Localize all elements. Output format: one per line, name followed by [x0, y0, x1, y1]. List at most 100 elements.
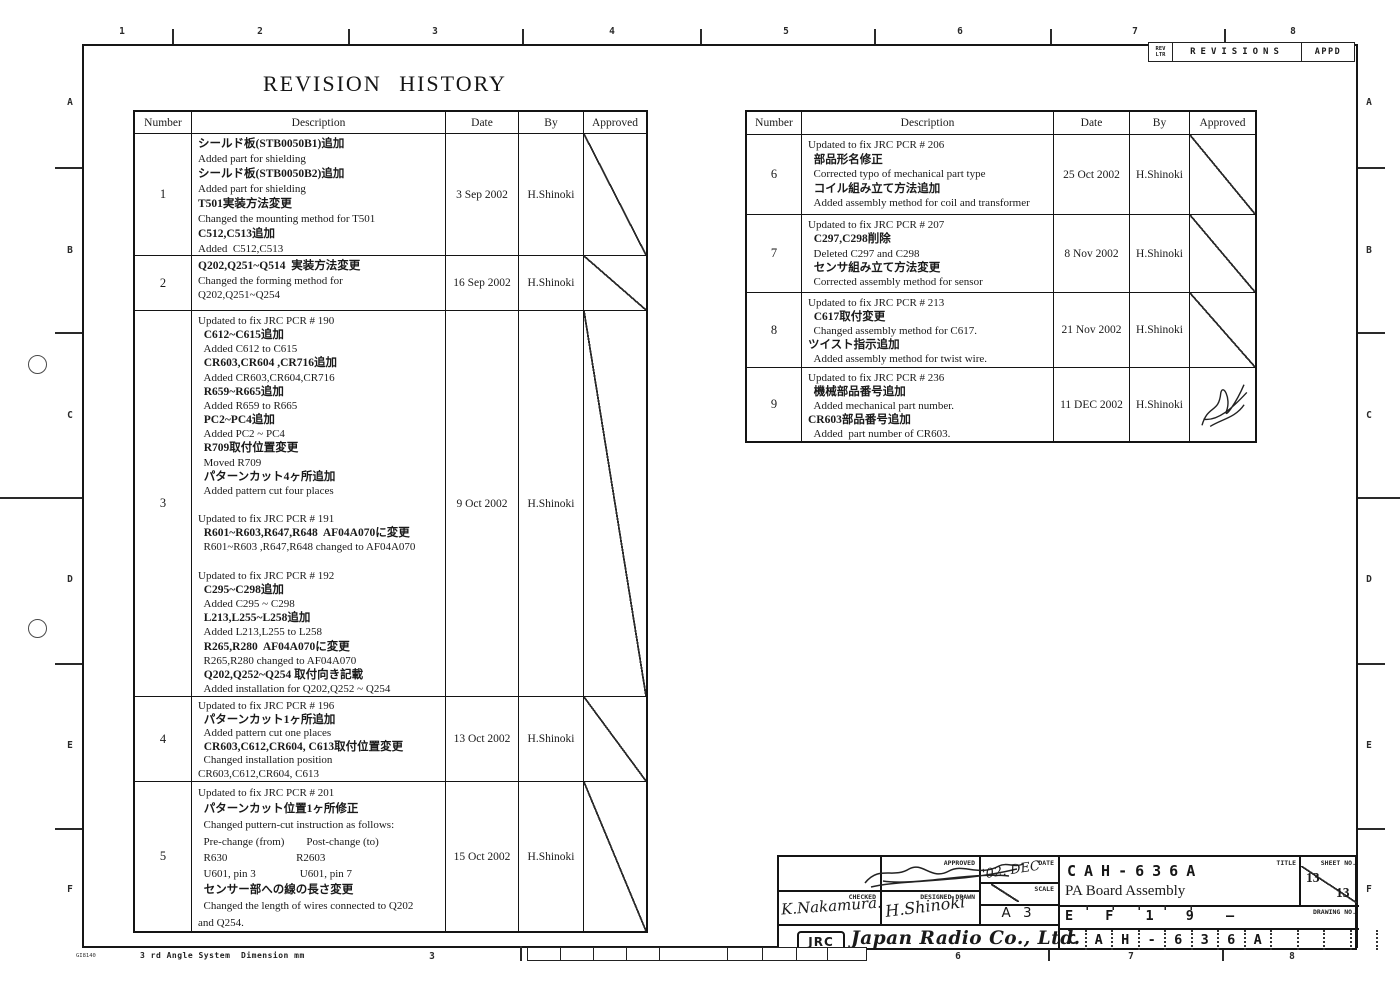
zone-tick — [1358, 167, 1385, 169]
description-line: R630 R2603 — [198, 851, 326, 864]
description-line: and Q254. — [198, 916, 244, 929]
description-line: 機械部品番号追加 — [808, 386, 906, 398]
drawing-number-char: 6 — [1219, 930, 1246, 950]
description-line: C617取付変更 — [808, 311, 886, 323]
description-line: Changed the forming method for — [198, 274, 343, 287]
description-line: R659~R665追加 — [198, 385, 284, 398]
zone-letter-right: C — [1366, 410, 1372, 421]
description-line: R601~R603 ,R647,R648 changed to AF04A070 — [198, 541, 416, 554]
punch-hole — [28, 355, 47, 374]
zone-tick — [1358, 663, 1385, 665]
description-line: Deleted C297 and C298 — [808, 247, 920, 260]
description-line: Added R659 to R665 — [198, 399, 298, 412]
date-cell: 9 Oct 2002 — [446, 311, 519, 696]
revision-number-cell: 2 — [135, 256, 192, 310]
column-header: Approved — [1199, 117, 1246, 129]
description-line: パターンカット4ヶ所追加 — [198, 470, 336, 483]
approved-signature — [864, 863, 1024, 888]
description-line: Added pattern cut four places — [198, 484, 334, 497]
description-line: PC2~PC4追加 — [198, 414, 275, 427]
zone-number-top: 7 — [1132, 26, 1138, 37]
zone-tick — [1222, 946, 1224, 961]
revision-number-cell: 4 — [135, 697, 192, 781]
drawing-number-char: - — [1140, 930, 1166, 950]
zone-letter-right: D — [1366, 574, 1372, 585]
description-line: Q202,Q251~Q254 — [198, 289, 281, 301]
approved-signature — [1200, 383, 1247, 427]
divider — [1058, 905, 1359, 907]
divider — [979, 882, 1058, 884]
date-cell: 25 Oct 2002 — [1054, 135, 1130, 214]
divider — [779, 924, 1058, 926]
zone-letter-left: B — [67, 245, 73, 256]
revision-row: 5 Updated to fix JRC PCR # 201 パターンカット位置1… — [135, 781, 646, 931]
by-cell: H.Shinoki — [519, 311, 584, 696]
date-cell: 8 Nov 2002 — [1054, 215, 1130, 292]
description-line: Added CR603,CR604,CR716 — [198, 371, 335, 384]
description-line: C295~C298追加 — [198, 583, 284, 596]
approved-label: APPROVED — [943, 859, 975, 867]
zone-tick — [1050, 29, 1052, 44]
description-line: Added assembly method for coil and trans… — [808, 197, 1030, 209]
description-line: Added C512,C513 — [198, 243, 284, 255]
zone-number-bottom: 6 — [955, 951, 961, 962]
sheet-no-label: SHEET NO. — [1320, 859, 1356, 867]
date-cell: 3 Sep 2002 — [446, 134, 519, 255]
description-line: Q202,Q251~Q514 実装方法変更 — [198, 260, 361, 272]
drawing-number-char — [1299, 930, 1325, 950]
date-cell: 21 Nov 2002 — [1054, 293, 1130, 367]
scale-slash — [991, 884, 1019, 902]
zone-letter-right: A — [1366, 97, 1372, 108]
revision-row: 6 Updated to fix JRC PCR # 206 部品形名修正 Cor… — [747, 134, 1255, 214]
zone-letter-left: C — [67, 410, 73, 421]
divider — [979, 857, 981, 924]
by-cell: H.Shinoki — [1130, 368, 1190, 441]
date-cell: 13 Oct 2002 — [446, 697, 519, 781]
revision-row: 1 シールド板(STB0050B1)追加 Added part for shield… — [135, 133, 646, 255]
fold-mark-cell — [594, 948, 627, 960]
approved-cell — [1190, 368, 1255, 441]
description-line: Corrected typo of mechanical part type — [808, 168, 986, 180]
company-name: Japan Radio Co., Ltd. — [851, 928, 1081, 949]
column-header: Description — [192, 112, 446, 133]
zone-number-bottom: 3 — [429, 951, 435, 962]
description-cell: Updated to fix JRC PCR # 207 C297,C298削除… — [802, 215, 1054, 292]
drawing-number-char: C — [1060, 930, 1087, 950]
by-cell: H.Shinoki — [1130, 215, 1190, 292]
revision-row: 9 Updated to fix JRC PCR # 236 機械部品番号追加 A… — [747, 367, 1255, 441]
description-line: Changed installation position — [198, 754, 333, 766]
description-line: C612~C615追加 — [198, 329, 284, 342]
drawing-number-char: 6 — [1166, 930, 1193, 950]
revisions-label: REVISIONS — [1190, 47, 1284, 57]
column-header: Description — [802, 112, 1054, 134]
drawing-number-char: 3 — [1193, 930, 1219, 950]
fold-mark-cell — [660, 948, 728, 960]
description-line: センサ組み立て方法変更 — [808, 261, 941, 274]
divider — [779, 890, 979, 892]
zone-tick — [1358, 828, 1385, 830]
column-header: Approved — [592, 116, 638, 129]
description-line: Updated to fix JRC PCR # 207 — [808, 219, 945, 231]
designed-drawn-label: DESIGNED DRAWN — [920, 893, 975, 901]
description-line: センサー部への線の長さ変更 — [198, 884, 354, 897]
approved-cell — [584, 134, 646, 255]
revision-row: 4 Updated to fix JRC PCR # 196 パターンカット1ヶ所… — [135, 696, 646, 781]
zone-letter-left: F — [67, 884, 73, 895]
divider — [1058, 928, 1359, 930]
description-line: T501実装方法変更 — [198, 198, 292, 210]
description-line: Added mechanical part number. — [808, 400, 955, 412]
approved-cell — [584, 782, 646, 931]
revision-row: 8 Updated to fix JRC PCR # 213 C617取付変更 C… — [747, 292, 1255, 367]
zone-number-top: 3 — [432, 26, 438, 37]
description-cell: Q202,Q251~Q514 実装方法変更 Changed the forming… — [192, 256, 446, 310]
zone-tick — [55, 663, 82, 665]
zone-number-top: 2 — [257, 26, 263, 37]
description-line: Added part for shielding — [198, 183, 306, 195]
title-label: TITLE — [1276, 859, 1296, 867]
description-cell: Updated to fix JRC PCR # 190 C612~C615追加… — [192, 311, 446, 696]
description-line — [198, 498, 442, 512]
revision-row: 7 Updated to fix JRC PCR # 207 C297,C298削… — [747, 214, 1255, 292]
zone-letter-right: E — [1366, 740, 1372, 751]
description-line: U601, pin 3 U601, pin 7 — [198, 868, 353, 881]
